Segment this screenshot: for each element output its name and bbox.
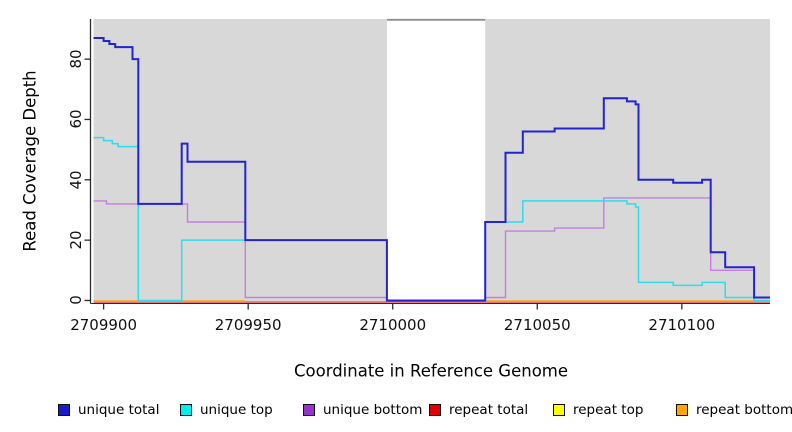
y-tick-label: 60 <box>67 109 85 129</box>
y-tick-label: 40 <box>67 170 85 190</box>
series-line-unique-top <box>93 136 770 302</box>
y-tick-label: 80 <box>67 49 85 69</box>
x-tick-label: 2710000 <box>359 316 427 334</box>
x-tick-label: 2710100 <box>648 316 716 334</box>
shaded-region-right <box>485 19 770 304</box>
x-tick-label: 2709950 <box>214 316 282 334</box>
y-axis-label: Read Coverage Depth <box>20 70 40 252</box>
y-tick-label: 20 <box>67 230 85 250</box>
x-tick-label: 2710050 <box>503 316 571 334</box>
x-axis-label: Coordinate in Reference Genome <box>293 361 569 381</box>
x-tick-label: 2709900 <box>70 316 138 334</box>
series-line-unique-total <box>93 37 770 302</box>
y-tick-label: 0 <box>67 295 85 306</box>
